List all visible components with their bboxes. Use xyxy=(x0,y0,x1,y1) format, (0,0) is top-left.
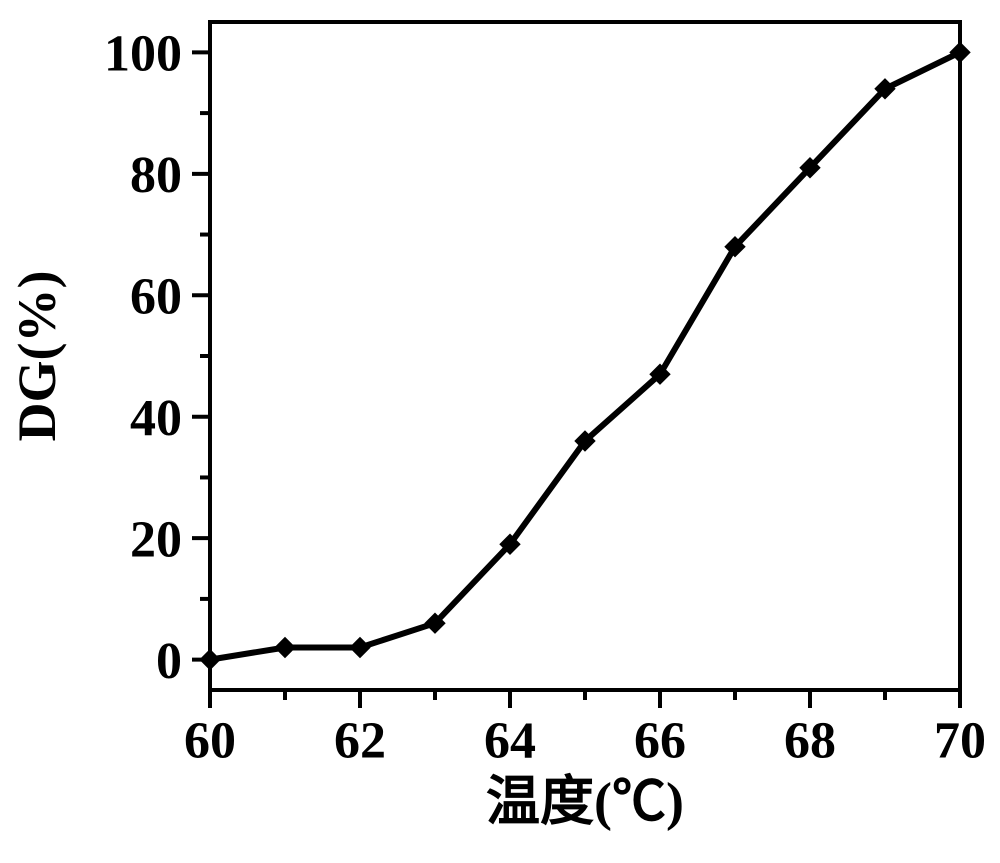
x-tick-label: 64 xyxy=(484,712,536,769)
y-tick-label: 40 xyxy=(130,390,182,447)
x-axis-label: 温度(℃) xyxy=(486,771,684,831)
y-tick-label: 80 xyxy=(130,147,182,204)
chart-container: 60 62 64 66 68 70 0 20 40 60 80 100 温度(℃) DG(%) xyxy=(0,0,1000,863)
x-tick-label: 70 xyxy=(934,712,986,769)
y-tick-label: 0 xyxy=(156,633,182,690)
chart-svg: 60 62 64 66 68 70 0 20 40 60 80 100 温度(℃) DG(%) xyxy=(0,0,1000,863)
x-tick-label: 66 xyxy=(634,712,686,769)
y-tick-label: 100 xyxy=(104,26,182,83)
y-tick-label: 20 xyxy=(130,511,182,568)
x-tick-label: 68 xyxy=(784,712,836,769)
y-tick-label: 60 xyxy=(130,268,182,325)
x-tick-label: 60 xyxy=(184,712,236,769)
y-axis-label: DG(%) xyxy=(7,271,67,442)
x-tick-label: 62 xyxy=(334,712,386,769)
